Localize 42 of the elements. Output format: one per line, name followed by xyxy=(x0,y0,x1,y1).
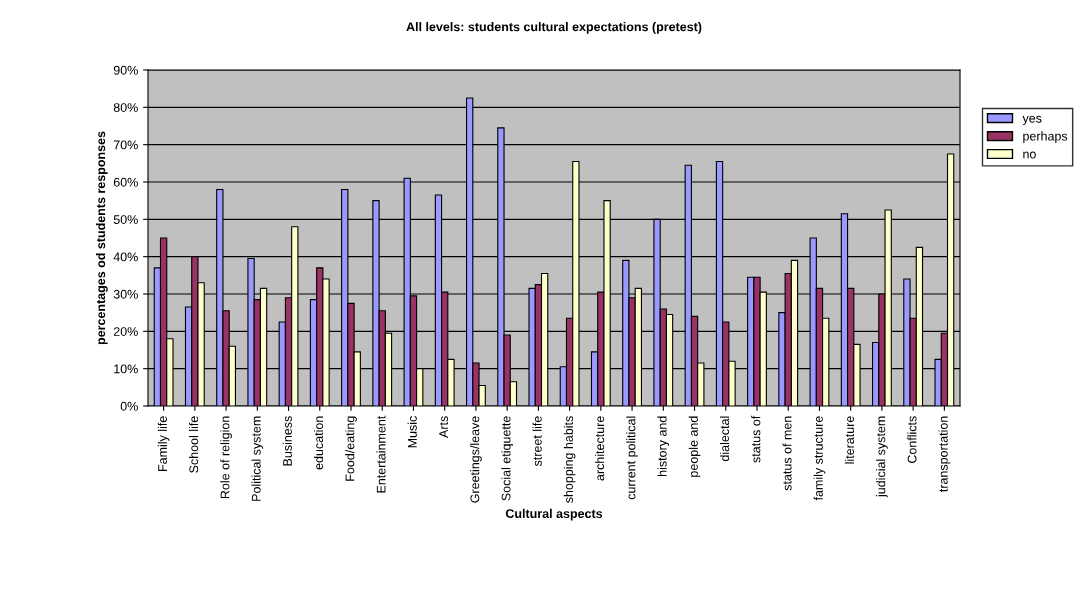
x-tick-label: current political xyxy=(626,416,638,500)
y-tick-label: 10% xyxy=(114,364,138,374)
x-tick-label: education xyxy=(313,416,324,470)
chart-title: All levels: students cultural expectations (pretest) xyxy=(406,22,702,34)
y-tick-label: 80% xyxy=(113,103,138,112)
x-tick-label: transportation xyxy=(938,416,951,492)
y-tick-label: 60% xyxy=(113,177,138,187)
y-tick-label: 0% xyxy=(120,401,138,411)
x-tick-label: literature xyxy=(844,416,855,464)
x-tick-label: family structure xyxy=(813,416,826,501)
x-tick-label: dialectal xyxy=(719,416,730,462)
x-tick-label: architecture xyxy=(595,416,605,481)
y-tick-label: 90% xyxy=(113,65,138,75)
x-tick-label: Arts xyxy=(439,416,449,438)
x-tick-label: judicial system xyxy=(876,416,888,498)
x-tick-label: Political system xyxy=(251,416,264,501)
x-tick-label: people and xyxy=(688,416,701,477)
x-tick-label: Greetings/leave xyxy=(470,416,482,503)
x-tick-label: School life xyxy=(189,416,199,473)
x-tick-label: Food/eating xyxy=(345,416,357,481)
x-tick-label: Role of religion xyxy=(220,416,232,499)
x-tick-label: shopping habits xyxy=(563,416,576,503)
x-tick-label: status of men xyxy=(782,416,792,491)
x-tick-label: Music xyxy=(407,416,417,448)
y-tick-label: 40% xyxy=(113,252,138,262)
legend-label: no xyxy=(1023,151,1036,159)
y-axis-title: percentages od students responses xyxy=(96,131,108,345)
x-axis-title: Cultural aspects xyxy=(505,508,603,521)
legend-label: yes xyxy=(1022,115,1042,126)
x-tick-label: Social etiquette xyxy=(501,416,513,501)
x-tick-label: street life xyxy=(532,416,542,467)
x-tick-label: history and xyxy=(657,416,670,476)
x-tick-label: Family life xyxy=(157,416,170,471)
y-tick-label: 50% xyxy=(113,215,138,224)
y-tick-label: 20% xyxy=(113,327,138,336)
x-tick-label: Business xyxy=(282,416,292,466)
x-tick-label: Entertainment xyxy=(376,415,386,493)
y-tick-label: 30% xyxy=(113,289,138,299)
x-tick-label: Conflicts xyxy=(907,416,917,464)
y-tick-label: 70% xyxy=(113,140,138,150)
x-tick-label: status of xyxy=(751,415,761,463)
legend-label: perhaps xyxy=(1023,131,1068,144)
